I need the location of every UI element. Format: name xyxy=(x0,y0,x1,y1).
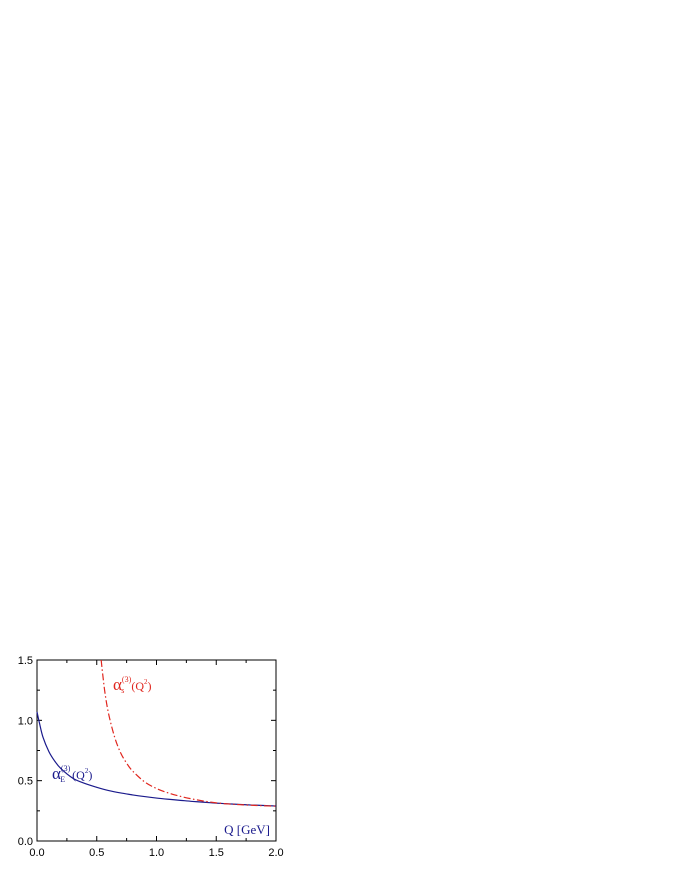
plot-frame xyxy=(36,659,277,842)
x-tick-label: 0.0 xyxy=(29,847,44,859)
x-tick-label: 1.0 xyxy=(149,847,164,859)
curves xyxy=(36,659,277,807)
y-tick-label: 1.0 xyxy=(18,715,33,727)
x-tick-label: 1.5 xyxy=(209,847,224,859)
series-line-alpha-s xyxy=(100,659,277,807)
x-axis-label: Q [GeV] xyxy=(224,822,270,837)
x-tick-label: 2.0 xyxy=(268,847,283,859)
x-tick-label: 0.5 xyxy=(89,847,104,859)
curve-label-alpha-s: α(3) s (Q2) xyxy=(113,675,152,695)
labels: α(3) E (Q2) α(3) s (Q2) Q [GeV] xyxy=(52,675,270,837)
series-line-alpha-e xyxy=(36,711,277,807)
y-tick-label: 1.5 xyxy=(18,655,33,667)
axes: 0.0 0.5 1.0 1.5 2.0 0.0 0.5 1.0 1.5 xyxy=(18,655,284,859)
curve-label-alpha-e: α(3) E (Q2) xyxy=(52,764,92,784)
y-tick-label: 0.5 xyxy=(18,776,33,788)
y-tick-label: 0.0 xyxy=(18,836,33,848)
